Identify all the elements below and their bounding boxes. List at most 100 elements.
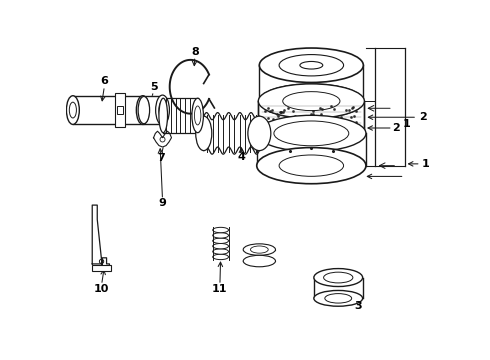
Point — [280, 107, 288, 113]
Ellipse shape — [213, 233, 228, 238]
Ellipse shape — [314, 291, 363, 306]
Point — [274, 120, 282, 125]
Point — [301, 118, 309, 123]
Ellipse shape — [192, 98, 203, 133]
Bar — [115, 93, 125, 127]
Point — [264, 115, 272, 121]
Ellipse shape — [248, 116, 271, 150]
Ellipse shape — [257, 115, 366, 152]
Point — [264, 105, 272, 111]
Ellipse shape — [258, 116, 365, 150]
Point — [262, 108, 270, 114]
Point — [317, 118, 325, 123]
Point — [290, 117, 297, 122]
Point — [343, 107, 350, 113]
Point — [288, 123, 295, 129]
Point — [345, 107, 353, 113]
Point — [279, 109, 287, 115]
Bar — [92, 265, 111, 271]
Point — [265, 123, 273, 129]
Point — [273, 112, 281, 117]
Ellipse shape — [196, 116, 212, 150]
Point — [271, 125, 279, 131]
Ellipse shape — [213, 227, 228, 233]
Ellipse shape — [156, 95, 170, 125]
Ellipse shape — [67, 96, 79, 125]
Ellipse shape — [213, 254, 228, 260]
Text: 1: 1 — [402, 120, 410, 129]
Point — [312, 121, 320, 127]
Point — [316, 105, 324, 111]
Point — [329, 148, 337, 154]
Point — [310, 125, 318, 130]
Point — [269, 116, 277, 122]
Ellipse shape — [243, 255, 275, 267]
Point — [323, 120, 331, 126]
Point — [286, 148, 294, 154]
Point — [334, 122, 342, 128]
Point — [263, 119, 270, 125]
Ellipse shape — [259, 48, 364, 82]
Point — [291, 113, 298, 119]
Point — [277, 109, 285, 115]
Point — [352, 121, 360, 127]
Ellipse shape — [213, 249, 228, 254]
Point — [303, 119, 311, 125]
Point — [352, 119, 360, 125]
Point — [289, 108, 296, 114]
Point — [295, 117, 303, 123]
Point — [330, 107, 338, 112]
Point — [278, 122, 286, 127]
Point — [274, 113, 282, 119]
Point — [309, 111, 317, 117]
Point — [277, 109, 285, 115]
Point — [289, 114, 296, 120]
Point — [339, 126, 347, 132]
Ellipse shape — [257, 148, 366, 184]
Point — [352, 108, 360, 114]
Point — [318, 106, 326, 112]
Point — [349, 104, 357, 110]
Polygon shape — [153, 131, 172, 147]
Ellipse shape — [159, 98, 168, 133]
Text: 11: 11 — [212, 284, 228, 294]
Point — [348, 105, 356, 111]
Text: 1: 1 — [422, 159, 430, 169]
Ellipse shape — [138, 96, 149, 124]
Point — [337, 114, 345, 120]
Point — [325, 126, 333, 131]
Point — [335, 118, 343, 124]
Point — [350, 113, 358, 119]
FancyBboxPatch shape — [258, 101, 365, 134]
Ellipse shape — [213, 243, 228, 249]
Point — [318, 123, 325, 129]
Polygon shape — [92, 205, 109, 267]
Point — [288, 118, 295, 124]
Point — [309, 108, 317, 114]
Point — [307, 145, 315, 150]
Point — [327, 103, 335, 109]
Ellipse shape — [136, 96, 149, 125]
Ellipse shape — [213, 238, 228, 243]
Ellipse shape — [243, 244, 275, 255]
Text: 2: 2 — [419, 112, 427, 122]
Ellipse shape — [258, 84, 365, 118]
Bar — [117, 106, 123, 114]
Text: 10: 10 — [94, 284, 109, 294]
Text: 5: 5 — [150, 82, 157, 92]
Text: 7: 7 — [157, 153, 165, 163]
Point — [266, 108, 273, 114]
Point — [277, 124, 285, 130]
Ellipse shape — [259, 84, 364, 118]
Point — [317, 111, 325, 117]
Text: 3: 3 — [354, 301, 362, 311]
Text: 2: 2 — [392, 123, 399, 133]
Ellipse shape — [314, 269, 363, 287]
Point — [294, 125, 302, 130]
Text: 6: 6 — [100, 76, 108, 86]
Point — [276, 109, 284, 115]
Text: 9: 9 — [159, 198, 167, 208]
Point — [268, 107, 276, 113]
Point — [307, 111, 315, 117]
Point — [346, 114, 354, 120]
